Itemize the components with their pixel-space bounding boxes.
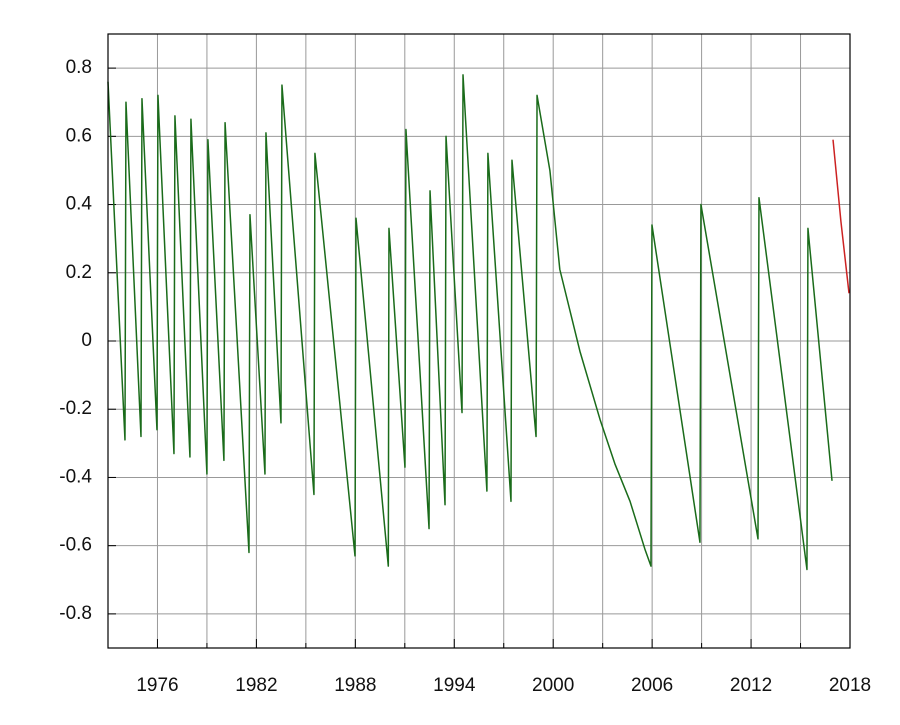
data-line	[107, 74, 833, 571]
data-line	[832, 139, 850, 294]
x-tick-label: 1994	[433, 675, 476, 696]
y-tick-label: 0.4	[66, 194, 93, 215]
x-tick-label: 2018	[829, 675, 871, 696]
plot-frame	[107, 33, 851, 649]
x-tick-label: 1982	[235, 675, 277, 696]
x-tick-label: 2012	[730, 675, 772, 696]
y-tick-label: 0.2	[66, 262, 92, 283]
y-tick-label: 0.8	[66, 57, 92, 78]
y-tick-label: -0.4	[59, 466, 92, 487]
x-tick-label: 1976	[136, 675, 178, 696]
x-tick-label: 2000	[532, 675, 574, 696]
y-tick-label: -0.8	[59, 603, 92, 624]
y-tick-label: -0.6	[59, 535, 92, 556]
y-tick-label: -0.2	[59, 398, 92, 419]
x-tick-label: 2006	[631, 675, 673, 696]
x-tick-label: 1988	[334, 675, 376, 696]
y-tick-label: 0	[81, 330, 92, 351]
y-tick-label: 0.6	[66, 125, 92, 146]
